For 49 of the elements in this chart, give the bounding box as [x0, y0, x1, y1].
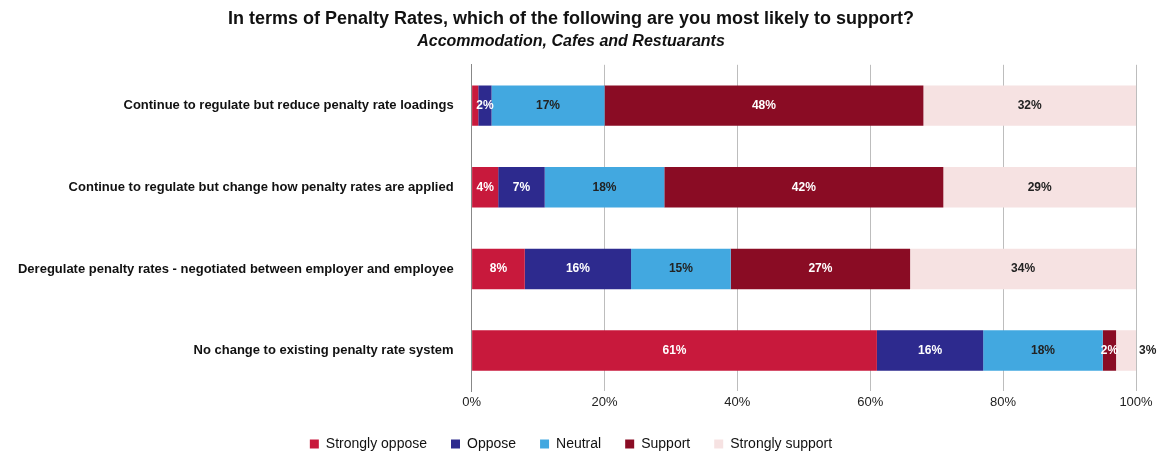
bar: [983, 330, 1103, 371]
data-label: 17%: [536, 97, 561, 112]
bar: [472, 248, 525, 290]
data-label: 18%: [592, 179, 617, 194]
legend-label: Strongly support: [730, 434, 833, 451]
bar: [730, 248, 911, 290]
y-tick-label: No change to existing penalty rate system: [193, 342, 454, 358]
legend-label: Oppose: [467, 434, 517, 451]
legend-label: Strongly oppose: [325, 434, 428, 451]
data-label: 27%: [808, 261, 833, 276]
data-label: 34%: [1011, 261, 1036, 276]
data-label: 15%: [668, 261, 694, 276]
x-tick-label: 60%: [857, 393, 884, 409]
data-label: 42%: [791, 179, 817, 194]
bar: [910, 248, 1136, 290]
data-label: 4%: [476, 179, 495, 194]
data-label: 18%: [1030, 342, 1056, 357]
x-tick-label: 20%: [591, 393, 618, 409]
x-tick-label: 40%: [724, 393, 751, 409]
data-label: 16%: [918, 342, 943, 357]
bar: [664, 167, 944, 208]
chart-title: In terms of Penalty Rates, which of the following are you most likely to support?: [227, 7, 915, 28]
bar: [876, 330, 984, 371]
y-tick-label: Continue to regulate but change how penalty rates are applied: [68, 178, 454, 194]
legend-label: Neutral: [556, 434, 602, 451]
data-label: 16%: [565, 261, 591, 276]
bar: [1116, 330, 1136, 371]
bar: [923, 85, 1136, 126]
bar: [472, 330, 877, 371]
data-label: 48%: [751, 97, 777, 112]
y-tick-label: Continue to regulate but reduce penalty rate loadings: [123, 97, 454, 113]
data-label: 8%: [489, 261, 508, 276]
bar: [498, 167, 545, 208]
chart-subtitle: Accommodation, Cafes and Restuarants: [416, 31, 725, 49]
legend-label: Support: [641, 434, 691, 451]
bar: [604, 85, 924, 126]
x-tick-label: 80%: [990, 393, 1017, 409]
data-label: 7%: [512, 179, 531, 194]
bar: [544, 167, 665, 208]
x-tick-label: 0%: [462, 393, 482, 409]
bar: [943, 167, 1136, 208]
y-tick-label: Deregulate penalty rates - negotiated between employer and employee: [17, 260, 454, 276]
x-tick-label: 100%: [1119, 393, 1154, 409]
data-label: 61%: [662, 342, 687, 357]
bar: [524, 248, 632, 290]
data-label: 29%: [1027, 179, 1052, 194]
bar: [631, 248, 731, 290]
data-label: 32%: [1017, 97, 1043, 112]
data-label: 3%: [1139, 342, 1157, 357]
